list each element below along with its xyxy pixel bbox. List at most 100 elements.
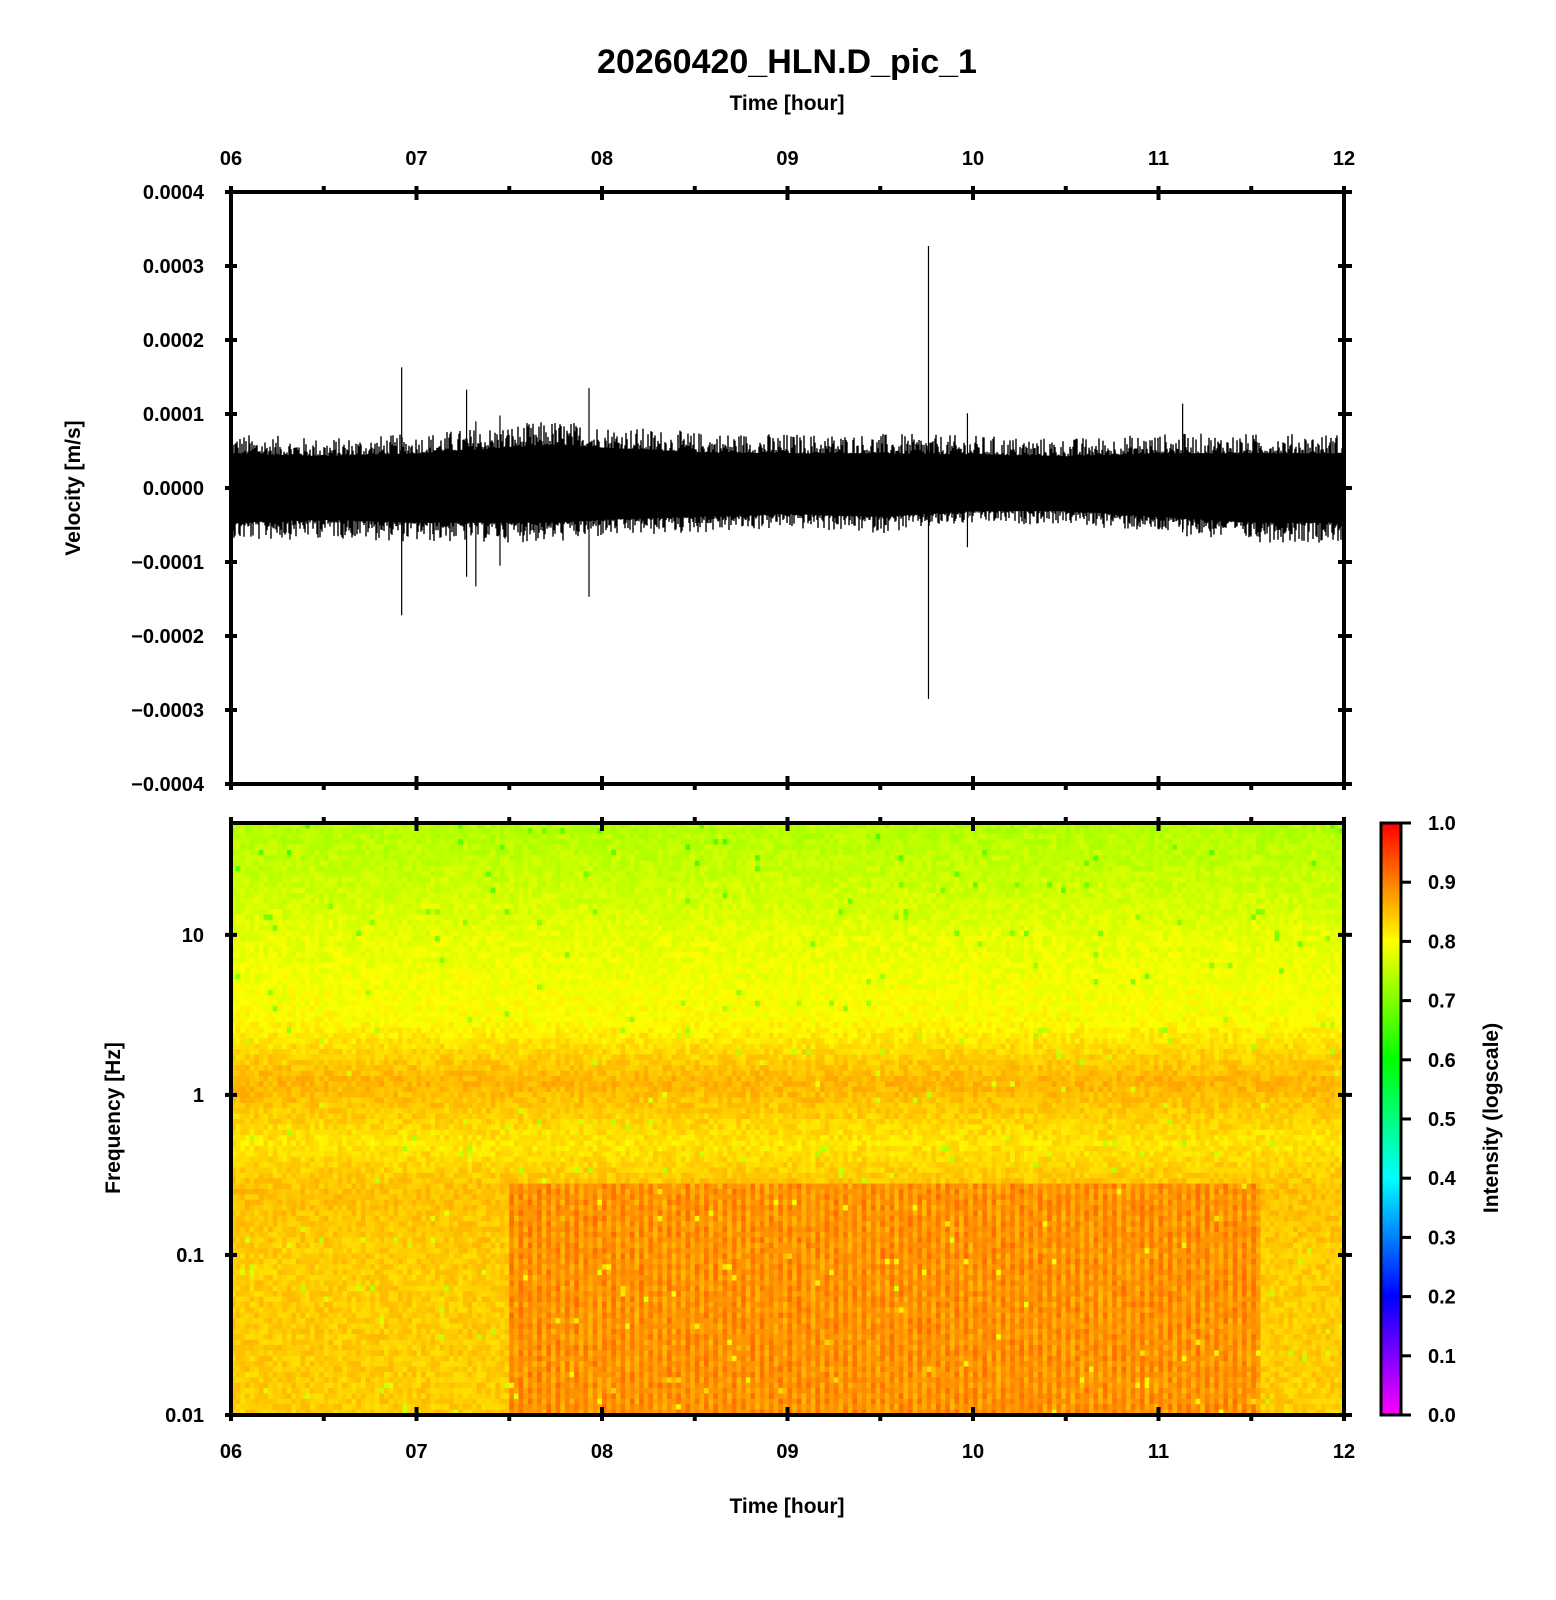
spectrogram-cell bbox=[1163, 892, 1169, 899]
spectrogram-cell bbox=[268, 876, 274, 883]
spectrogram-cell bbox=[782, 919, 789, 926]
spectrogram-cell bbox=[1302, 925, 1308, 932]
spectrogram-cell bbox=[778, 898, 784, 905]
spectrogram-cell bbox=[602, 892, 608, 899]
spectrogram-cell bbox=[745, 828, 751, 835]
spectrogram-cell bbox=[1316, 914, 1322, 921]
spectrogram-cell bbox=[569, 930, 575, 937]
spectrogram-cell bbox=[959, 882, 965, 889]
spectrogram-cell bbox=[852, 833, 858, 840]
spectrogram-cell bbox=[796, 882, 803, 889]
spectrogram-cell bbox=[1232, 925, 1238, 932]
spectrogram-cell bbox=[639, 898, 645, 905]
spectrogram-cell bbox=[574, 876, 580, 883]
spectrogram-cell bbox=[1292, 844, 1299, 851]
spectrogram-cell bbox=[968, 839, 974, 846]
spectrogram-cell bbox=[731, 919, 738, 926]
spectrogram-cell bbox=[476, 930, 483, 937]
spectrogram-cell bbox=[847, 839, 854, 846]
spectrogram-cell bbox=[1116, 844, 1122, 851]
spectrogram-cell bbox=[513, 860, 520, 867]
spectrogram-cell bbox=[1070, 849, 1076, 856]
spectrogram-cell bbox=[1204, 892, 1211, 899]
spectrogram-cell bbox=[1093, 914, 1099, 921]
spectrogram-cell bbox=[949, 866, 956, 873]
spectrogram-cell bbox=[1316, 839, 1322, 846]
spectrogram-cell bbox=[411, 844, 418, 851]
spectrogram-cell bbox=[1037, 839, 1044, 846]
spectrogram-cell bbox=[499, 849, 506, 856]
spectrogram-cell bbox=[708, 855, 714, 862]
spectrogram-cell bbox=[300, 903, 306, 910]
spectrogram-cell bbox=[870, 833, 877, 840]
spectrogram-cell bbox=[532, 882, 538, 889]
spectrogram-cell bbox=[963, 898, 969, 905]
spectrogram-cell bbox=[1311, 828, 1317, 835]
spectrogram-cell bbox=[1019, 828, 1025, 835]
spectrogram-cell bbox=[717, 914, 724, 921]
spectrogram-cell bbox=[1190, 919, 1197, 926]
spectrogram-cell bbox=[861, 833, 867, 840]
spectrogram-cell bbox=[1121, 909, 1127, 916]
spectrogram-cell bbox=[1311, 882, 1317, 889]
spectrogram-cell bbox=[704, 887, 710, 894]
spectrogram-cell bbox=[657, 882, 663, 889]
spectrogram-cell bbox=[722, 919, 728, 926]
spectrogram-cell bbox=[1283, 914, 1289, 921]
spectrogram-cell bbox=[1093, 849, 1099, 856]
spectrogram-cell bbox=[1195, 833, 1201, 840]
spectrogram-cell bbox=[1223, 866, 1229, 873]
spectrogram-cell bbox=[648, 876, 654, 883]
spectrogram-cell bbox=[462, 855, 469, 862]
spectrogram-cell bbox=[755, 919, 761, 926]
spectrogram-cell bbox=[1232, 898, 1238, 905]
spectrogram-cell bbox=[694, 860, 700, 867]
spectrogram-cell bbox=[546, 925, 552, 932]
spectrogram-cell bbox=[360, 898, 367, 905]
spectrogram-cell bbox=[731, 855, 738, 862]
spectrogram-cell bbox=[690, 839, 696, 846]
spectrogram-cell bbox=[685, 828, 691, 835]
spectrogram-cell bbox=[1028, 887, 1034, 894]
spectrogram-cell bbox=[903, 898, 909, 905]
spectrogram-cell bbox=[523, 887, 529, 894]
spectrogram-cell bbox=[1005, 925, 1011, 932]
spectrogram-cell bbox=[495, 866, 501, 873]
spectrogram-cell bbox=[745, 823, 751, 829]
spectrogram-cell bbox=[973, 892, 979, 899]
spectrogram-cell bbox=[639, 833, 645, 840]
spectrogram-cell bbox=[411, 919, 418, 926]
spectrogram-cell bbox=[741, 844, 747, 851]
spectrogram-cell bbox=[1172, 887, 1178, 894]
spectrogram-cell bbox=[1042, 903, 1048, 910]
spectrogram-cell bbox=[1144, 903, 1150, 910]
spectrogram-cell bbox=[444, 844, 450, 851]
spectrogram-cell bbox=[499, 855, 506, 862]
spectrogram-cell bbox=[694, 882, 700, 889]
spectrogram-cell bbox=[931, 925, 937, 932]
spectrogram-cell bbox=[1255, 919, 1262, 926]
spectrogram-cell bbox=[1149, 909, 1155, 916]
spectrogram-cell bbox=[1088, 866, 1095, 873]
spectrogram-cell bbox=[648, 833, 654, 840]
spectrogram-cell bbox=[244, 919, 251, 926]
spectrogram-cell bbox=[1075, 892, 1081, 899]
spectrogram-cell bbox=[555, 833, 561, 840]
spectrogram-cell bbox=[1149, 887, 1155, 894]
spectrogram-cell bbox=[843, 828, 849, 835]
spectrogram-cell bbox=[982, 909, 988, 916]
spectrogram-cell bbox=[393, 892, 399, 899]
spectrogram-cell bbox=[1047, 849, 1053, 856]
spectrogram-cell bbox=[704, 898, 710, 905]
spectrogram-cell bbox=[731, 903, 738, 910]
spectrogram-cell bbox=[1190, 823, 1197, 829]
spectrogram-cell bbox=[444, 909, 450, 916]
spectrogram-cell bbox=[513, 919, 520, 926]
spectrogram-cell bbox=[755, 860, 761, 867]
spectrogram-cell bbox=[1121, 871, 1127, 878]
spectrogram-cell bbox=[1144, 871, 1150, 878]
spectrogram-cell bbox=[254, 839, 260, 846]
spectrogram-cell bbox=[1260, 914, 1266, 921]
spectrogram-cell bbox=[778, 828, 784, 835]
spectrogram-cell bbox=[949, 882, 956, 889]
